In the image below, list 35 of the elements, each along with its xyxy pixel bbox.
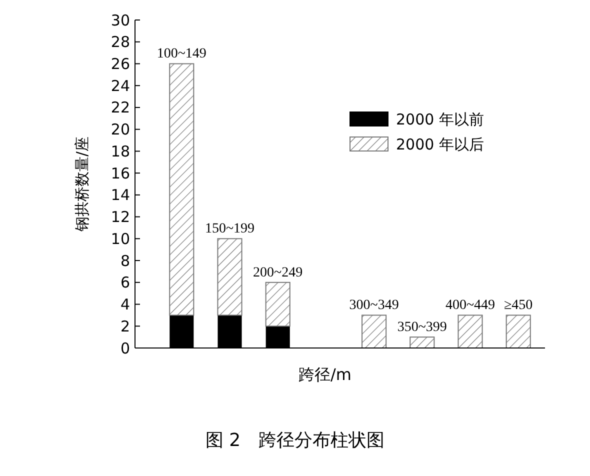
x-axis-title: 跨径/m bbox=[298, 365, 352, 384]
x-tick-label: 400~449 bbox=[445, 298, 496, 314]
bar bbox=[265, 282, 290, 327]
x-tick-label: 300~349 bbox=[349, 298, 399, 314]
y-tick-label: 10 bbox=[110, 230, 130, 248]
y-tick-label: 0 bbox=[120, 339, 130, 358]
y-tick-label: 4 bbox=[120, 296, 130, 314]
x-tick-label: 100~149 bbox=[156, 46, 206, 62]
x-tick-label: 350~399 bbox=[397, 320, 447, 336]
y-tick-label: 26 bbox=[110, 54, 130, 73]
y-tick-label: 18 bbox=[110, 142, 130, 160]
x-tick-label: 200~249 bbox=[253, 265, 303, 280]
bar bbox=[458, 314, 483, 348]
y-tick-label: 22 bbox=[110, 98, 130, 117]
bar bbox=[169, 63, 194, 316]
y-tick-label: 6 bbox=[120, 274, 130, 292]
caption: 图 2 跨径分布柱状图 bbox=[205, 430, 385, 451]
y-axis-title: 钢拱桥数量/座 bbox=[73, 136, 91, 233]
bar bbox=[362, 314, 387, 348]
y-tick-label: 30 bbox=[110, 11, 130, 30]
y-tick-label: 8 bbox=[120, 252, 130, 270]
x-tick-label: ≥450 bbox=[504, 298, 533, 314]
bar bbox=[506, 314, 531, 348]
legend-label: 2000 年以后 bbox=[396, 135, 484, 154]
y-tick-label: 12 bbox=[110, 208, 130, 226]
y-tick-label: 14 bbox=[110, 186, 130, 204]
y-tick-label: 24 bbox=[110, 76, 130, 95]
bar bbox=[217, 238, 242, 316]
x-tick-label: 150~199 bbox=[204, 222, 255, 237]
bar bbox=[410, 336, 435, 348]
legend-label: 2000 年以前 bbox=[396, 110, 484, 128]
y-tick-label: 2 bbox=[120, 317, 130, 336]
y-tick-label: 16 bbox=[110, 164, 130, 182]
y-tick-label: 20 bbox=[110, 120, 130, 139]
y-tick-label: 28 bbox=[110, 33, 130, 52]
